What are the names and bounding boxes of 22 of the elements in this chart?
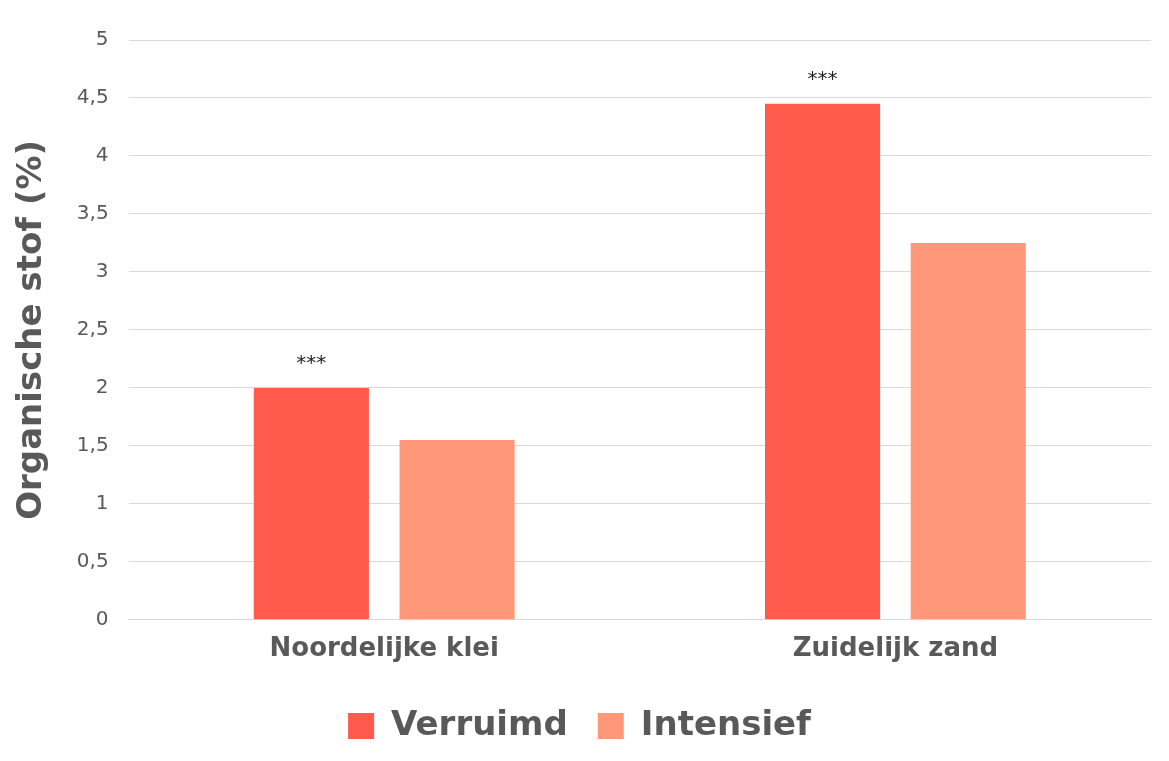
x-tick-label: Zuidelijk zand xyxy=(792,632,999,663)
y-tick-label: 3 xyxy=(95,258,109,283)
legend-label: Intensief xyxy=(640,702,813,743)
x-tick-label: Noordelijke klei xyxy=(269,632,499,663)
bar xyxy=(399,440,515,620)
bar xyxy=(910,242,1026,620)
y-tick-label: 0 xyxy=(95,606,109,630)
y-tick-label: 0,5 xyxy=(76,548,109,573)
y-tick-label: 2,5 xyxy=(76,316,109,341)
annotation: *** xyxy=(296,350,327,375)
annotation: *** xyxy=(807,65,838,90)
y-tick-label: 3,5 xyxy=(76,200,109,225)
y-axis-title: Organische stof (%) xyxy=(9,139,50,520)
bar xyxy=(765,103,881,620)
y-tick-label: 4,5 xyxy=(76,84,109,109)
y-tick-label: 1,5 xyxy=(76,432,109,457)
y-tick-label: 5 xyxy=(95,26,109,51)
legend-label: Verruimd xyxy=(391,702,568,743)
bar xyxy=(253,387,369,620)
y-tick-label: 1 xyxy=(95,490,109,515)
y-tick-label: 4 xyxy=(95,142,109,167)
y-tick-label: 2 xyxy=(95,374,109,399)
